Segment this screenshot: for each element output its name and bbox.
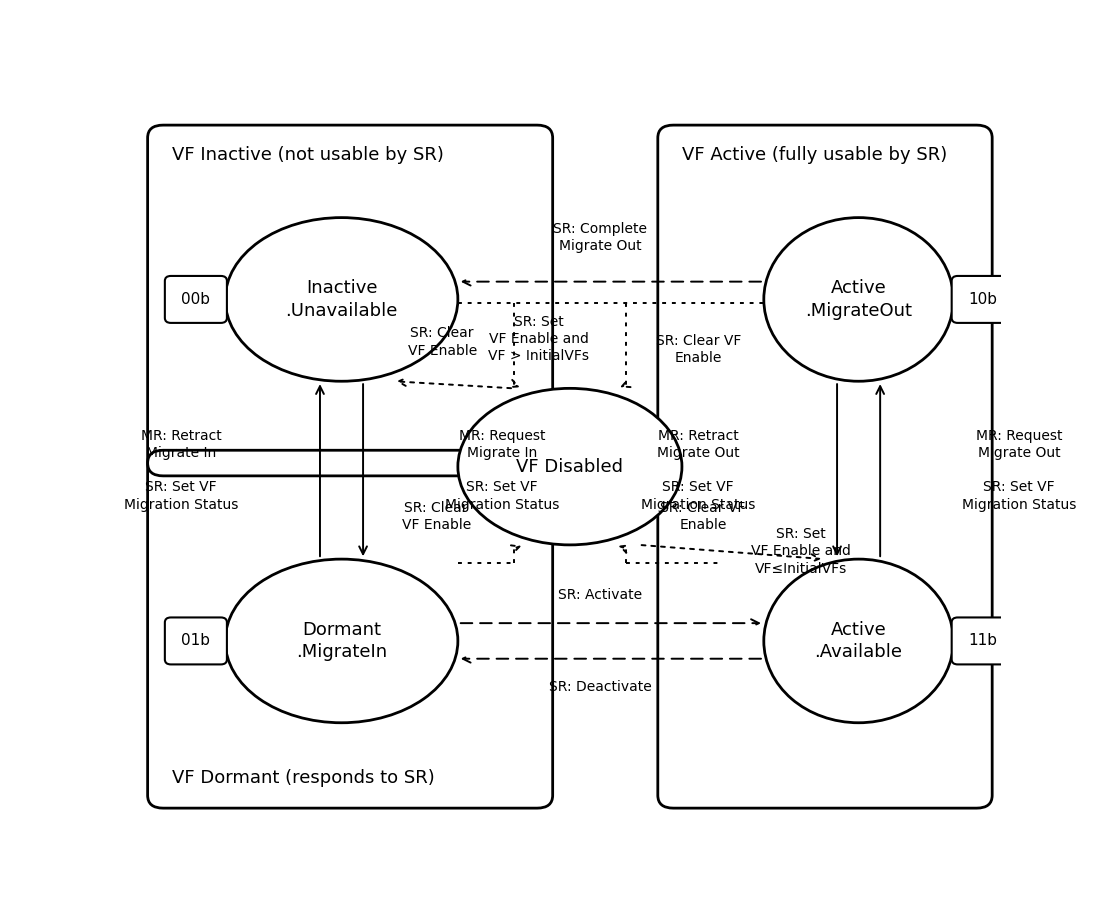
FancyBboxPatch shape xyxy=(165,617,227,664)
Text: SR: Clear VF
Enable: SR: Clear VF Enable xyxy=(656,334,742,365)
Ellipse shape xyxy=(458,388,682,545)
Text: MR: Request
Migrate In

SR: Set VF
Migration Status: MR: Request Migrate In SR: Set VF Migrat… xyxy=(445,429,559,512)
FancyBboxPatch shape xyxy=(952,276,1014,322)
Text: SR: Clear
VF Enable: SR: Clear VF Enable xyxy=(408,326,477,358)
Text: 10b: 10b xyxy=(969,292,997,307)
Text: MR: Request
Migrate Out

SR: Set VF
Migration Status: MR: Request Migrate Out SR: Set VF Migra… xyxy=(962,429,1076,512)
Text: 00b: 00b xyxy=(181,292,210,307)
FancyBboxPatch shape xyxy=(165,276,227,322)
Text: VF Inactive (not usable by SR): VF Inactive (not usable by SR) xyxy=(171,147,444,164)
Text: Dormant
.MigrateIn: Dormant .MigrateIn xyxy=(296,621,387,661)
Text: SR: Activate: SR: Activate xyxy=(558,588,642,602)
Text: SR: Deactivate: SR: Deactivate xyxy=(548,680,652,694)
Text: SR: Clear
VF Enable: SR: Clear VF Enable xyxy=(401,501,470,532)
Text: SR: Set
VF Enable and
VF > InitialVFs: SR: Set VF Enable and VF > InitialVFs xyxy=(488,315,589,363)
Ellipse shape xyxy=(764,559,953,723)
Ellipse shape xyxy=(225,217,458,382)
Text: VF Disabled: VF Disabled xyxy=(516,457,624,476)
Ellipse shape xyxy=(225,559,458,723)
Text: SR: Set
VF Enable and
VF≤InitialVFs: SR: Set VF Enable and VF≤InitialVFs xyxy=(751,527,851,576)
Text: Active
.Available: Active .Available xyxy=(815,621,903,661)
Text: 11b: 11b xyxy=(969,634,997,649)
Text: VF Dormant (responds to SR): VF Dormant (responds to SR) xyxy=(171,769,435,787)
Text: Active
.MigrateOut: Active .MigrateOut xyxy=(805,279,912,320)
Text: SR: Complete
Migrate Out: SR: Complete Migrate Out xyxy=(553,222,647,253)
Text: SR: Clear VF
Enable: SR: Clear VF Enable xyxy=(661,501,746,532)
Text: MR: Retract
Migrate In

SR: Set VF
Migration Status: MR: Retract Migrate In SR: Set VF Migrat… xyxy=(123,429,238,512)
Text: VF Active (fully usable by SR): VF Active (fully usable by SR) xyxy=(682,147,947,164)
Text: MR: Retract
Migrate Out

SR: Set VF
Migration Status: MR: Retract Migrate Out SR: Set VF Migra… xyxy=(641,429,755,512)
Ellipse shape xyxy=(764,217,953,382)
Text: Inactive
.Unavailable: Inactive .Unavailable xyxy=(286,279,398,320)
Text: 01b: 01b xyxy=(181,634,210,649)
FancyBboxPatch shape xyxy=(952,617,1014,664)
